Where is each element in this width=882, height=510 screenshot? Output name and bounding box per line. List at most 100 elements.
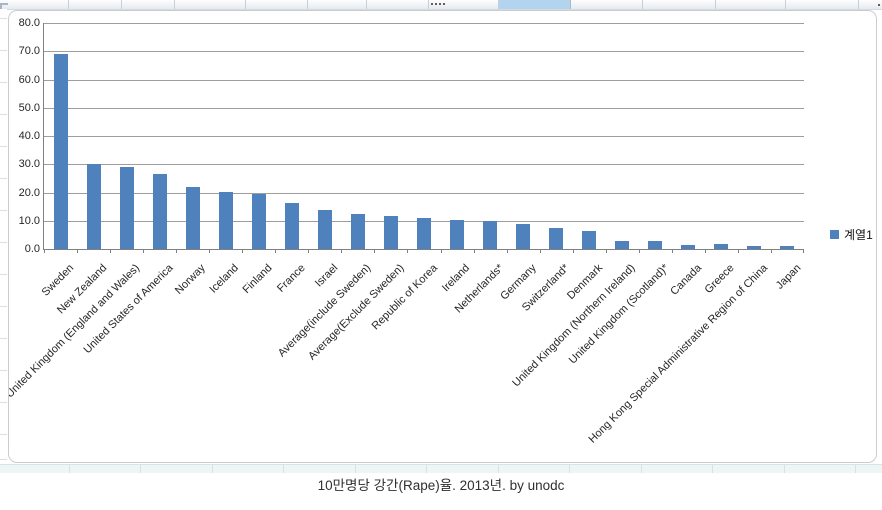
axis-tick (605, 249, 607, 253)
chart-object[interactable]: 0.0 10.0 20.0 30.0 40.0 50.0 60.0 70.0 80.0 Swede… (8, 10, 877, 463)
x-axis-label: United Kingdom (Northern Ireland) (510, 262, 638, 390)
bar[interactable] (549, 228, 564, 249)
y-axis-label: 0.0 (24, 243, 40, 255)
bar[interactable] (185, 187, 200, 249)
chart-caption[interactable]: 10만명당 강간(Rape)율. 2013년. by unodc (317, 478, 565, 493)
axis-tick (473, 249, 475, 253)
bar[interactable] (516, 224, 531, 249)
legend[interactable]: 계열1 (830, 226, 873, 243)
cell-border (0, 370, 7, 371)
cell-border (0, 82, 7, 83)
handle-dot (431, 3, 433, 5)
cell-border (355, 465, 356, 473)
axis-tick (374, 249, 376, 253)
axis-tick (638, 249, 640, 253)
selected-cell[interactable] (498, 0, 571, 9)
sheet-corner-mark (0, 3, 8, 14)
worksheet-column-strip[interactable] (0, 0, 882, 10)
worksheet-bottom-strip[interactable] (0, 464, 882, 473)
x-axis-label: Ireland (440, 262, 473, 295)
axis-tick (209, 249, 211, 253)
cell-border (174, 0, 175, 9)
cell-border (0, 402, 7, 403)
axis-tick (572, 249, 574, 253)
bar[interactable] (417, 218, 431, 249)
bar[interactable] (747, 246, 762, 249)
gridline (44, 51, 804, 53)
gridline (44, 79, 804, 81)
axis-tick (308, 249, 310, 253)
bar[interactable] (350, 214, 365, 249)
cell-border (428, 0, 429, 9)
worksheet-row-strip[interactable] (0, 9, 7, 464)
cell-border (0, 242, 7, 243)
axis-tick (506, 249, 508, 253)
bar[interactable] (218, 192, 233, 249)
axis-tick (803, 249, 804, 253)
chart-handle-top-right[interactable] (878, 4, 880, 6)
cell-border (855, 465, 856, 473)
bar[interactable] (152, 174, 167, 249)
bar[interactable] (780, 246, 795, 249)
bar[interactable] (383, 216, 398, 249)
legend-label: 계열1 (844, 228, 873, 242)
bar[interactable] (251, 194, 266, 249)
bar[interactable] (483, 221, 498, 249)
gridline (44, 192, 804, 194)
bar[interactable] (284, 203, 299, 249)
y-axis-label: 50.0 (18, 101, 40, 114)
cell-border (785, 0, 786, 9)
axis-tick (77, 249, 79, 253)
axis-tick (539, 249, 541, 253)
y-axis-label: 60.0 (18, 73, 40, 86)
legend-swatch (830, 230, 839, 239)
y-axis-label: 40.0 (18, 130, 40, 142)
axis-tick (440, 249, 442, 253)
bar[interactable] (119, 167, 134, 249)
x-axis-label: France (274, 262, 308, 295)
x-axis-label: Israel (312, 262, 341, 290)
cell-border (498, 465, 499, 473)
handle-dot (435, 3, 437, 5)
bar[interactable] (648, 241, 663, 249)
axis-tick (242, 249, 244, 253)
plot-area: 0.0 10.0 20.0 30.0 40.0 50.0 60.0 70.0 80.0 Swede… (9, 17, 804, 446)
axis-tick (770, 249, 772, 253)
cell-border (641, 465, 642, 473)
bar[interactable] (714, 244, 729, 249)
y-axis-label: 80.0 (18, 17, 40, 29)
axis-tick (737, 249, 739, 253)
cell-border (0, 146, 7, 147)
y-axis-label: 30.0 (18, 158, 40, 171)
cell-border (0, 178, 7, 179)
cell-border (0, 274, 7, 275)
x-axis-label: Japan (773, 262, 803, 292)
cell-border (0, 114, 7, 115)
cell-border (0, 459, 7, 460)
cell-border (283, 465, 284, 473)
cell-border (712, 465, 713, 473)
bar[interactable] (86, 164, 101, 249)
axis-tick (110, 249, 112, 253)
axis-tick (671, 249, 673, 253)
chart-handle-top[interactable] (431, 3, 445, 5)
axis-tick (176, 249, 178, 253)
bar[interactable] (681, 245, 696, 249)
bar[interactable] (615, 241, 630, 249)
bar[interactable] (450, 220, 465, 249)
cell-border (307, 0, 308, 9)
cell-border (0, 338, 7, 339)
cell-border (0, 50, 7, 51)
cell-border (366, 0, 367, 9)
cell-border (0, 434, 7, 435)
cell-border (642, 0, 643, 9)
bar[interactable] (582, 231, 597, 249)
cell-border (858, 0, 859, 9)
handle-dot (439, 3, 441, 5)
cell-border (715, 0, 716, 9)
y-axis-label: 10.0 (18, 214, 40, 227)
gridline (44, 136, 804, 137)
gridline (44, 107, 804, 109)
bar[interactable] (53, 54, 68, 249)
bar[interactable] (317, 210, 332, 249)
